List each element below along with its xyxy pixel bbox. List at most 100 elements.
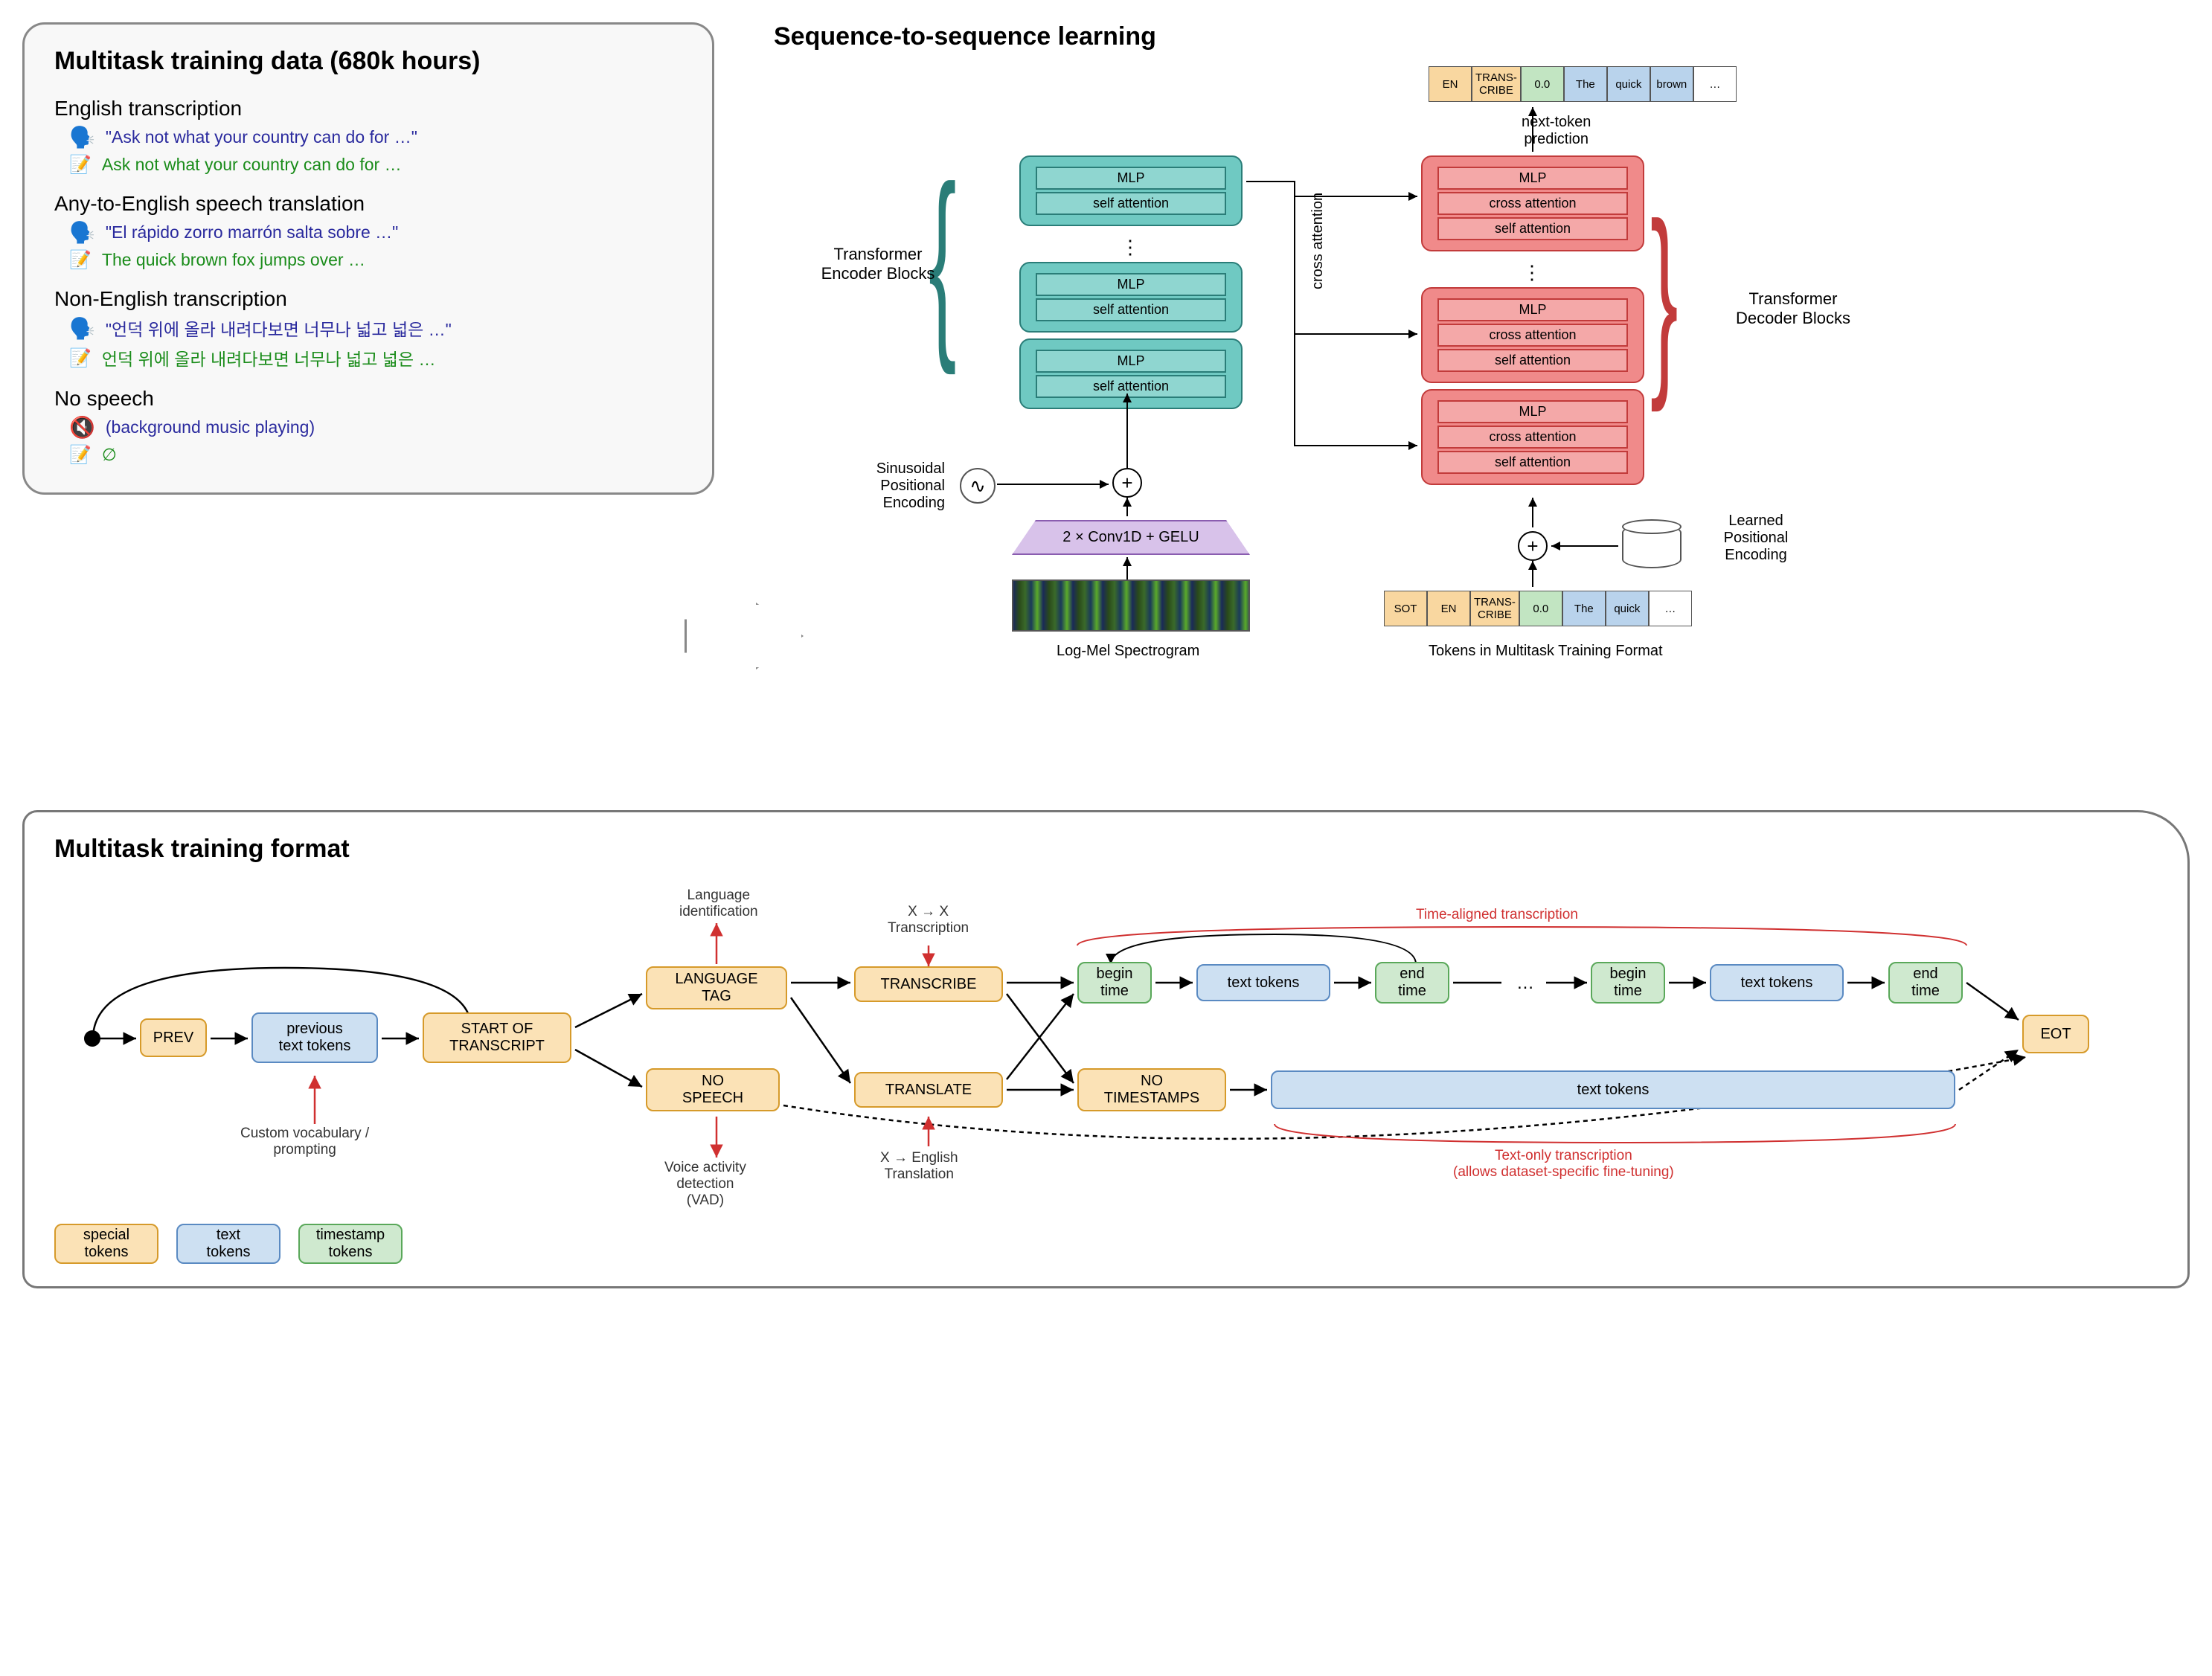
- vdots-icon: ⋮: [1019, 232, 1243, 262]
- layer-label: MLP: [1036, 350, 1226, 373]
- sin-pe-label: Sinusoidal Positional Encoding: [826, 460, 945, 512]
- token: The: [1562, 591, 1606, 626]
- cross-attn-label: cross attention: [1309, 193, 1327, 289]
- example-speak-line: 🗣️"Ask not what your country can do for …: [69, 125, 682, 150]
- example-write-line: 📝 Ask not what your country can do for …: [69, 154, 682, 176]
- eot-token: EOT: [2022, 1015, 2089, 1053]
- start-dot-icon: [84, 1030, 100, 1047]
- input-token-row: SOTENTRANS- CRIBE0.0Thequick…: [1384, 591, 1692, 626]
- speak-icon: 🗣️: [69, 316, 95, 341]
- decoder-block: MLP cross attention self attention: [1421, 155, 1644, 251]
- section-heading: Non-English transcription: [54, 287, 682, 311]
- speak-text: (background music playing): [106, 417, 315, 437]
- no-timestamps-token: NO TIMESTAMPS: [1077, 1068, 1226, 1111]
- seq2seq-panel: Sequence-to-sequence learning ENTRANS- C…: [774, 22, 2190, 780]
- encoder-stack: MLP self attention ⋮ MLP self attention …: [1019, 155, 1243, 415]
- encoder-block: MLP self attention: [1019, 338, 1243, 409]
- spectro-label: Log-Mel Spectrogram: [1057, 643, 1199, 660]
- multitask-format-panel: Multitask training format: [22, 810, 2190, 1288]
- vad-label: Voice activity detection (VAD): [664, 1160, 746, 1209]
- layer-label: self attention: [1036, 298, 1226, 321]
- write-text: Ask not what your country can do for …: [102, 155, 402, 175]
- learned-pe-label: Learned Positional Encoding: [1696, 513, 1815, 564]
- token: …: [1649, 591, 1692, 626]
- training-data-panel: Multitask training data (680k hours) Eng…: [22, 22, 714, 495]
- speak-icon: 🗣️: [69, 220, 95, 245]
- layer-label: self attention: [1036, 375, 1226, 398]
- no-speech-token: NO SPEECH: [646, 1068, 780, 1111]
- layer-label: self attention: [1437, 451, 1628, 474]
- example-write-line: 📝 The quick brown fox jumps over …: [69, 249, 682, 271]
- write-text: ∅: [102, 445, 117, 465]
- layer-label: MLP: [1437, 400, 1628, 423]
- text-only-label: Text-only transcription (allows dataset-…: [1453, 1148, 1674, 1181]
- write-icon: 📝: [69, 154, 92, 176]
- vdots-icon: ⋮: [1421, 257, 1644, 287]
- speak-icon: 🔇: [69, 415, 95, 440]
- example-speak-line: 🔇 (background music playing): [69, 415, 682, 440]
- seq-title: Sequence-to-sequence learning: [774, 22, 2190, 51]
- spectrogram-icon: [1012, 579, 1250, 632]
- translate-token: TRANSLATE: [854, 1072, 1003, 1108]
- prev-token: PREV: [140, 1018, 207, 1057]
- bottom-title: Multitask training format: [54, 835, 2158, 864]
- example-write-line: 📝∅: [69, 444, 682, 466]
- panel-title: Multitask training data (680k hours): [54, 47, 682, 76]
- cylinder-icon: [1622, 524, 1682, 568]
- end-time-2: end time: [1888, 962, 1963, 1004]
- conv-block: 2 × Conv1D + GELU: [1012, 520, 1250, 555]
- write-icon: 📝: [69, 347, 92, 369]
- speak-text: "언덕 위에 올라 내려다보면 너무나 넓고 넓은 …": [106, 315, 452, 341]
- token: 0.0: [1521, 66, 1564, 102]
- layer-label: cross attention: [1437, 324, 1628, 347]
- next-token-label: next-token prediction: [1522, 114, 1591, 148]
- token: EN: [1427, 591, 1470, 626]
- token: …: [1693, 66, 1737, 102]
- token: TRANS- CRIBE: [1470, 591, 1519, 626]
- transcribe-token: TRANSCRIBE: [854, 966, 1003, 1002]
- decoder-block: MLP cross attention self attention: [1421, 389, 1644, 485]
- write-text: 언덕 위에 올라 내려다보면 너무나 넓고 넓은 …: [102, 345, 436, 370]
- xe-label: X → English Translation: [880, 1150, 958, 1183]
- token: quick: [1607, 66, 1650, 102]
- conv-label: 2 × Conv1D + GELU: [1062, 529, 1199, 545]
- speak-icon: 🗣️: [69, 125, 95, 150]
- prev-text-tokens: previous text tokens: [251, 1012, 378, 1063]
- section-heading: English transcription: [54, 97, 682, 121]
- tokens-format-label: Tokens in Multitask Training Format: [1429, 643, 1663, 660]
- write-icon: 📝: [69, 444, 92, 466]
- write-icon: 📝: [69, 249, 92, 271]
- decoder-block: MLP cross attention self attention: [1421, 287, 1644, 383]
- layer-label: cross attention: [1437, 426, 1628, 449]
- token: quick: [1606, 591, 1649, 626]
- encoder-block: MLP self attention: [1019, 155, 1243, 226]
- end-time-1: end time: [1375, 962, 1449, 1004]
- text-tokens-1: text tokens: [1196, 964, 1330, 1001]
- example-write-line: 📝 언덕 위에 올라 내려다보면 너무나 넓고 넓은 …: [69, 345, 682, 370]
- token: EN: [1429, 66, 1472, 102]
- layer-label: self attention: [1437, 349, 1628, 372]
- oplus-icon: +: [1112, 468, 1142, 498]
- token: 0.0: [1519, 591, 1562, 626]
- layer-label: cross attention: [1437, 192, 1628, 215]
- layer-label: MLP: [1036, 273, 1226, 296]
- text-tokens-only: text tokens: [1271, 1070, 1955, 1109]
- flow-arrows-svg: …: [54, 893, 2212, 1213]
- lang-id-label: Language identification: [679, 887, 758, 920]
- example-speak-line: 🗣️ "언덕 위에 올라 내려다보면 너무나 넓고 넓은 …": [69, 315, 682, 341]
- layer-label: MLP: [1437, 298, 1628, 321]
- brace-right-icon: }: [1650, 193, 1678, 401]
- begin-time-1: begin time: [1077, 962, 1152, 1004]
- text-tokens-2: text tokens: [1710, 964, 1844, 1001]
- custom-vocab-label: Custom vocabulary / prompting: [240, 1126, 369, 1158]
- legend-timestamp: timestamp tokens: [298, 1224, 403, 1264]
- svg-text:…: …: [1516, 973, 1534, 993]
- section-heading: No speech: [54, 387, 682, 411]
- speak-text: "El rápido zorro marrón salta sobre …": [106, 222, 398, 243]
- time-aligned-label: Time-aligned transcription: [1416, 907, 1578, 923]
- decoder-label: Transformer Decoder Blocks: [1726, 289, 1860, 328]
- sine-icon: ∿: [960, 468, 996, 504]
- write-text: The quick brown fox jumps over …: [102, 250, 365, 270]
- legend: special tokens text tokens timestamp tok…: [54, 1224, 2158, 1264]
- token: The: [1564, 66, 1607, 102]
